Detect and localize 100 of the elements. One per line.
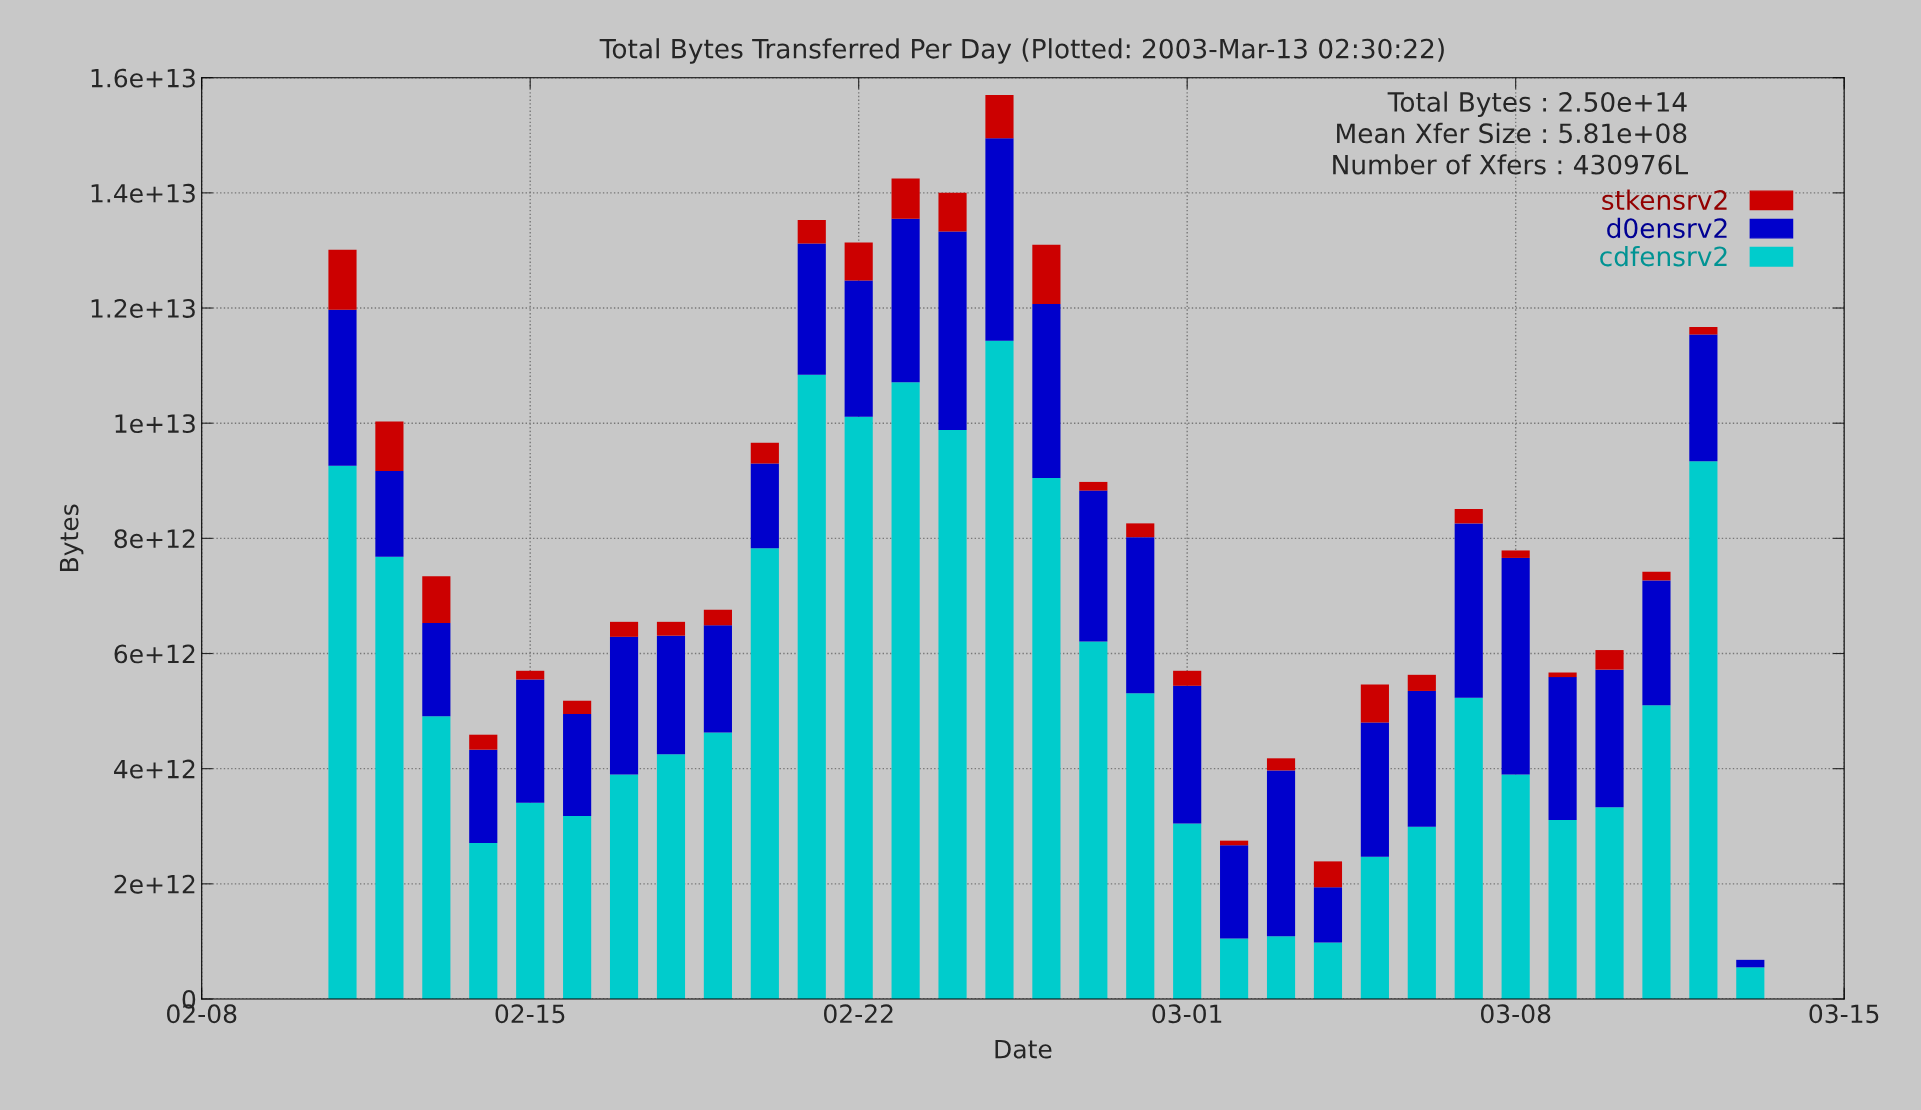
- bar: [375, 421, 404, 471]
- y-tick-label: 2e+12: [114, 874, 195, 894]
- y-tick-label: 6e+12: [114, 644, 195, 664]
- bar: [1642, 571, 1671, 581]
- bar: [656, 754, 686, 999]
- bar: [1313, 887, 1343, 943]
- bar: [609, 621, 639, 637]
- bar: [1126, 523, 1155, 538]
- bar: [938, 430, 967, 999]
- bar: [1079, 490, 1108, 642]
- bar: [563, 700, 592, 714]
- bar: [750, 442, 779, 464]
- bar: [656, 621, 686, 636]
- bar: [469, 749, 498, 843]
- bar: [1079, 481, 1108, 491]
- bar: [1407, 674, 1436, 691]
- bar: [1220, 938, 1249, 999]
- bar: [609, 636, 639, 775]
- bar: [985, 138, 1014, 341]
- bar: [563, 815, 592, 999]
- bar: [469, 842, 498, 999]
- bar: [1501, 774, 1530, 999]
- bar: [1548, 677, 1577, 820]
- bar: [1642, 705, 1671, 999]
- bar: [1501, 557, 1530, 775]
- y-tick-label: 1.4e+13: [91, 183, 195, 203]
- y-tick-label: 1.2e+13: [91, 298, 195, 318]
- bar: [516, 802, 545, 999]
- bar: [703, 732, 732, 999]
- bar: [891, 178, 920, 219]
- bar: [703, 609, 732, 626]
- bar: [1454, 697, 1483, 999]
- bar: [375, 470, 404, 557]
- legend-label: cdfensrv2: [1600, 245, 1727, 267]
- bar: [1266, 758, 1296, 771]
- bar: [844, 242, 873, 281]
- bar: [656, 635, 686, 755]
- y-tick-label: 8e+12: [114, 529, 195, 549]
- chart-title: Total Bytes Transferred Per Day (Plotted: 2003-Mar-13 02:30:22): [599, 38, 1444, 64]
- bar: [609, 774, 639, 999]
- bar: [1032, 244, 1061, 304]
- bar: [1173, 685, 1202, 824]
- bar: [750, 463, 779, 549]
- bar: [750, 548, 779, 999]
- bar: [891, 218, 920, 383]
- bar: [1173, 823, 1202, 999]
- bar: [1689, 334, 1718, 462]
- bar: [1126, 693, 1155, 999]
- bar: [985, 94, 1014, 139]
- legend-label: stkensrv2: [1602, 189, 1727, 211]
- bar: [891, 382, 920, 999]
- y-tick-label: 1.6e+13: [91, 68, 195, 88]
- bar: [1454, 508, 1483, 524]
- bar: [1689, 461, 1718, 999]
- y-tick-label: 1e+13: [115, 414, 195, 434]
- bar: [1501, 550, 1530, 558]
- annotation: Total Bytes : 2.50e+14: [1387, 91, 1687, 118]
- bar: [703, 625, 732, 733]
- bar: [1548, 819, 1577, 999]
- bar: [1407, 690, 1436, 827]
- bar: [422, 716, 451, 999]
- x-tick-label: 03-08: [1481, 1004, 1551, 1024]
- bar: [1689, 327, 1718, 335]
- bar: [938, 231, 967, 431]
- bar: [563, 713, 592, 816]
- bar: [1595, 650, 1624, 670]
- x-axis-title: Date: [995, 1039, 1052, 1059]
- bar: [1642, 580, 1671, 706]
- bar: [1360, 722, 1389, 857]
- annotation: Number of Xfers : 430976L: [1333, 154, 1688, 175]
- bar: [516, 679, 545, 803]
- bar: [328, 465, 357, 999]
- bar: [844, 416, 873, 999]
- bar: [1313, 942, 1343, 999]
- bar: [1595, 669, 1624, 808]
- x-tick-label: 02-15: [495, 1004, 565, 1024]
- bar: [516, 670, 545, 680]
- bar: [1407, 826, 1436, 999]
- bar: [422, 576, 451, 623]
- bar: [375, 556, 404, 999]
- bar: [1173, 670, 1202, 686]
- bar: [985, 340, 1014, 999]
- bar: [1454, 523, 1483, 698]
- x-tick-label: 03-15: [1809, 1004, 1879, 1024]
- bar: [797, 374, 826, 999]
- y-axis-title: Bytes: [59, 504, 84, 571]
- bar: [1126, 537, 1155, 694]
- bar: [1736, 967, 1765, 999]
- bar: [1360, 856, 1389, 999]
- bar: [938, 192, 967, 232]
- bar: [797, 219, 826, 244]
- bar: [1079, 641, 1108, 999]
- bar: [1266, 770, 1296, 937]
- bar: [1266, 936, 1296, 999]
- bar: [1595, 807, 1624, 999]
- bar: [328, 249, 357, 310]
- bar: [328, 309, 357, 466]
- bar: [422, 622, 451, 717]
- x-tick-label: 03-01: [1152, 1004, 1222, 1024]
- bar: [844, 280, 873, 417]
